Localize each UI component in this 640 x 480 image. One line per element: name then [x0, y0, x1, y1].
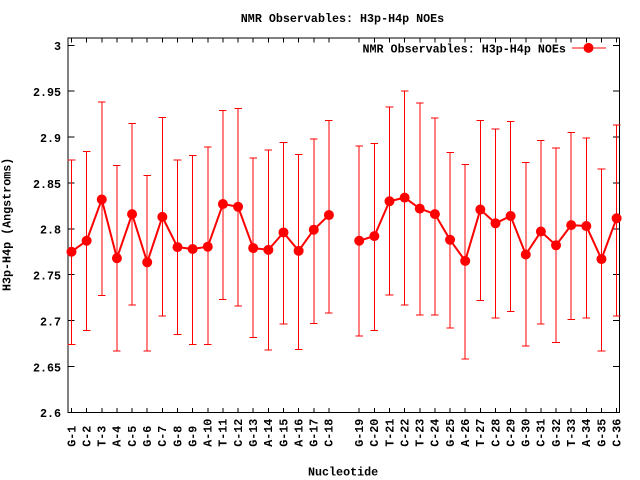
- svg-text:C-29: C-29: [504, 419, 518, 447]
- svg-text:C-12: C-12: [232, 419, 246, 447]
- svg-text:A-14: A-14: [262, 419, 276, 447]
- svg-text:2.85: 2.85: [33, 178, 61, 192]
- svg-text:G-19: G-19: [353, 419, 367, 447]
- svg-text:G-8: G-8: [171, 426, 185, 447]
- svg-text:Nucleotide: Nucleotide: [308, 465, 378, 479]
- svg-text:C-24: C-24: [429, 419, 443, 447]
- svg-text:C-31: C-31: [535, 419, 549, 447]
- svg-text:C-2: C-2: [80, 426, 94, 447]
- svg-text:A-10: A-10: [202, 419, 216, 447]
- svg-text:2.75: 2.75: [33, 270, 61, 284]
- svg-text:G-30: G-30: [520, 419, 534, 447]
- svg-text:2.7: 2.7: [40, 315, 61, 329]
- svg-text:G-32: G-32: [550, 419, 564, 447]
- svg-text:G-6: G-6: [141, 426, 155, 447]
- svg-text:T-33: T-33: [565, 419, 579, 447]
- svg-text:3: 3: [54, 40, 61, 54]
- svg-text:G-25: G-25: [444, 419, 458, 447]
- svg-text:T-11: T-11: [217, 419, 231, 447]
- svg-text:C-18: C-18: [323, 419, 337, 447]
- svg-text:A-26: A-26: [459, 419, 473, 447]
- svg-text:A-34: A-34: [580, 419, 594, 447]
- svg-text:NMR Observables: H3p-H4p NOEs: NMR Observables: H3p-H4p NOEs: [241, 12, 444, 26]
- svg-text:C-20: C-20: [368, 419, 382, 447]
- svg-text:C-7: C-7: [156, 426, 170, 447]
- svg-text:A-4: A-4: [111, 426, 125, 447]
- svg-text:C-36: C-36: [610, 419, 624, 447]
- svg-text:C-5: C-5: [126, 426, 140, 447]
- svg-text:G-17: G-17: [308, 419, 322, 447]
- svg-text:2.6: 2.6: [40, 407, 61, 421]
- svg-text:T-21: T-21: [383, 419, 397, 447]
- svg-text:G-13: G-13: [247, 419, 261, 447]
- svg-text:NMR Observables: H3p-H4p NOEs: NMR Observables: H3p-H4p NOEs: [363, 42, 566, 56]
- svg-text:H3p-H4p (Angstroms): H3p-H4p (Angstroms): [1, 158, 15, 291]
- svg-text:G-9: G-9: [186, 426, 200, 447]
- svg-text:C-22: C-22: [398, 419, 412, 447]
- svg-text:G-1: G-1: [65, 426, 79, 447]
- svg-text:2.9: 2.9: [40, 132, 61, 146]
- svg-text:A-16: A-16: [292, 419, 306, 447]
- svg-text:G-15: G-15: [277, 419, 291, 447]
- svg-text:2.65: 2.65: [33, 361, 61, 375]
- svg-text:C-28: C-28: [489, 419, 503, 447]
- svg-text:2.8: 2.8: [40, 224, 61, 238]
- svg-text:G-35: G-35: [595, 419, 609, 447]
- svg-text:T-23: T-23: [414, 419, 428, 447]
- svg-text:T-3: T-3: [96, 426, 110, 447]
- svg-text:2.95: 2.95: [33, 86, 61, 100]
- svg-text:T-27: T-27: [474, 419, 488, 447]
